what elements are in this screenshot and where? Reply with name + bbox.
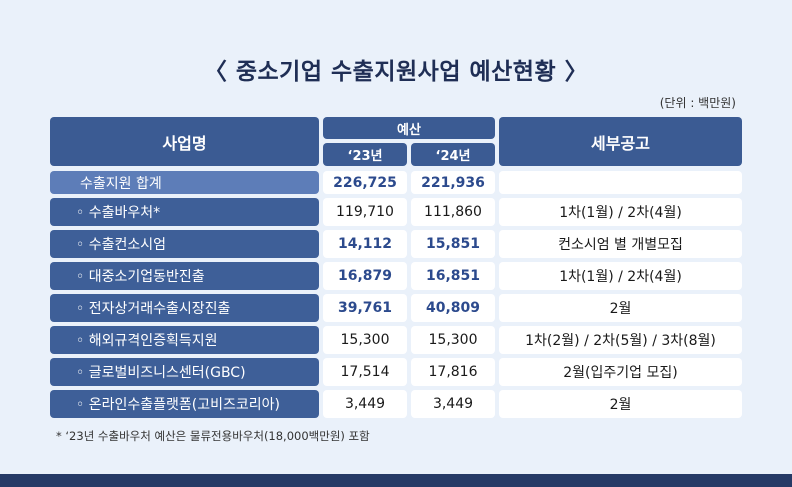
row-y24: 111,860: [411, 198, 495, 226]
row-y23: 39,761: [323, 294, 407, 322]
row-y24: 40,809: [411, 294, 495, 322]
footnote: * ‘23년 수출바우처 예산은 물류전용바우처(18,000백만원) 포함: [56, 429, 370, 443]
header-year-23: ‘23년: [323, 143, 407, 166]
header-budget: 예산: [323, 117, 495, 139]
row-notice: 2월(입주기업 모집): [499, 358, 742, 386]
row-notice: 컨소시엄 별 개별모집: [499, 230, 742, 258]
row-total-y24: 221,936: [411, 171, 495, 194]
row-name: ◦ 해외규격인증획득지원: [50, 326, 319, 354]
row-notice: 1차(2월) / 2차(5월) / 3차(8월): [499, 326, 742, 354]
row-total-y23: 226,725: [323, 171, 407, 194]
row-y24: 3,449: [411, 390, 495, 418]
row-y23: 14,112: [323, 230, 407, 258]
row-name: ◦ 대중소기업동반진출: [50, 262, 319, 290]
header-year-24: ‘24년: [411, 143, 495, 166]
row-total-name: 수출지원 합계: [50, 171, 319, 194]
row-total-notice: [499, 171, 742, 194]
row-name: ◦ 글로벌비즈니스센터(GBC): [50, 358, 319, 386]
row-y24: 15,300: [411, 326, 495, 354]
row-y23: 16,879: [323, 262, 407, 290]
header-notice: 세부공고: [499, 117, 742, 166]
row-notice: 2월: [499, 390, 742, 418]
row-y24: 16,851: [411, 262, 495, 290]
header-business-name: 사업명: [50, 117, 319, 166]
row-y23: 119,710: [323, 198, 407, 226]
row-y24: 17,816: [411, 358, 495, 386]
row-notice: 1차(1월) / 2차(4월): [499, 198, 742, 226]
row-notice: 2월: [499, 294, 742, 322]
row-notice: 1차(1월) / 2차(4월): [499, 262, 742, 290]
unit-label: (단위 : 백만원): [659, 96, 736, 110]
row-y23: 3,449: [323, 390, 407, 418]
bottom-bar: [0, 474, 792, 487]
page-title: 〈 중소기업 수출지원사업 예산현황 〉: [203, 59, 589, 85]
row-y24: 15,851: [411, 230, 495, 258]
row-y23: 15,300: [323, 326, 407, 354]
row-name: ◦ 수출바우처*: [50, 198, 319, 226]
row-name: ◦ 온라인수출플랫폼(고비즈코리아): [50, 390, 319, 418]
row-name: ◦ 전자상거래수출시장진출: [50, 294, 319, 322]
row-y23: 17,514: [323, 358, 407, 386]
row-name: ◦ 수출컨소시엄: [50, 230, 319, 258]
